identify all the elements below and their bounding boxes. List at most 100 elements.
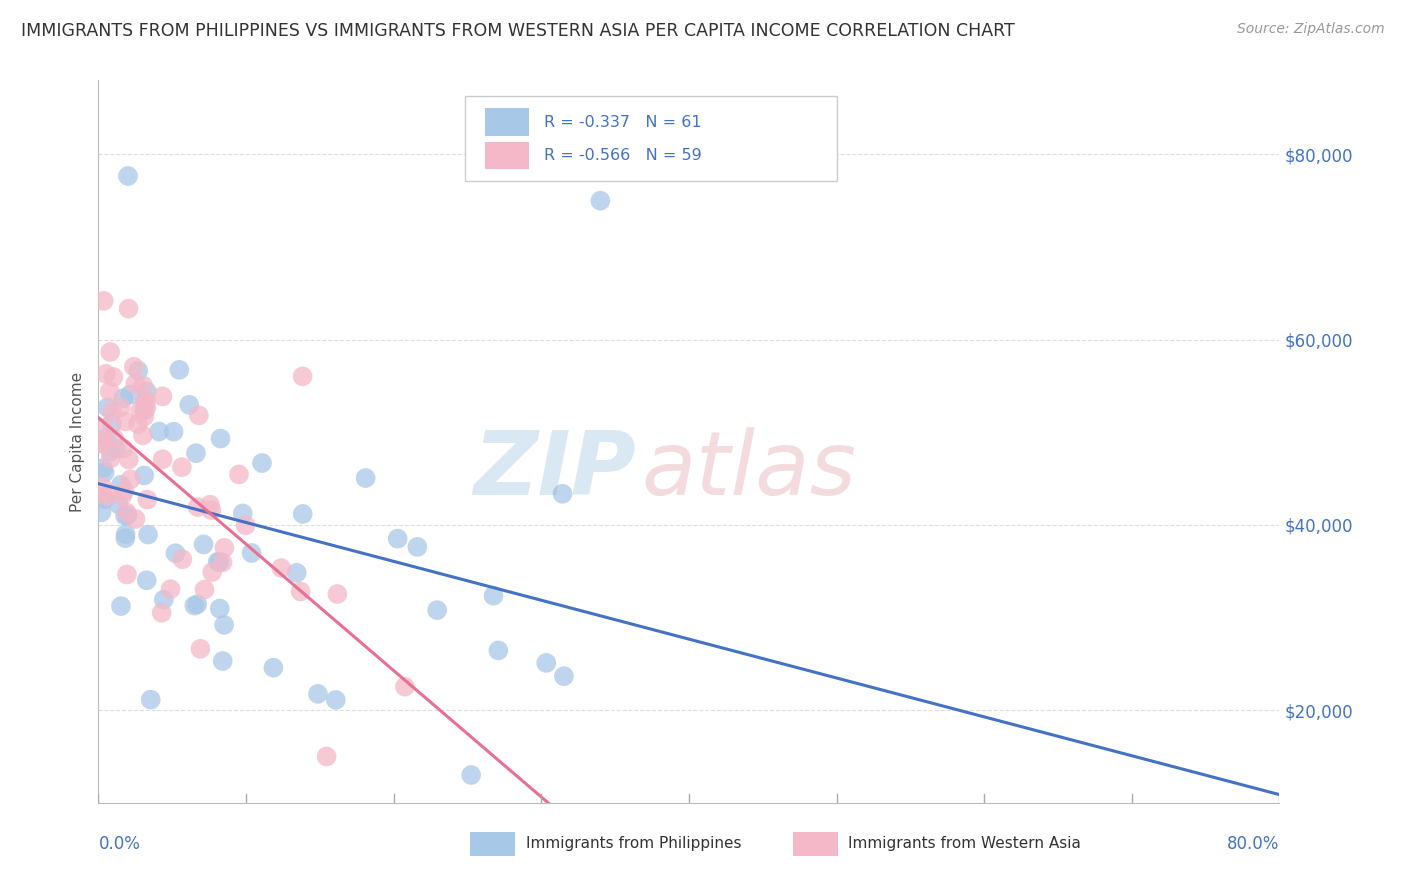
Point — [291, 369, 314, 384]
Point — [165, 546, 187, 560]
Point — [186, 597, 208, 611]
Text: Immigrants from Philippines: Immigrants from Philippines — [526, 837, 741, 852]
Point — [91, 487, 114, 501]
Point — [162, 425, 184, 439]
Point — [97, 489, 120, 503]
Point — [198, 498, 221, 512]
Point — [124, 512, 146, 526]
Point — [114, 531, 136, 545]
Point — [115, 567, 138, 582]
Text: IMMIGRANTS FROM PHILIPPINES VS IMMIGRANTS FROM WESTERN ASIA PER CAPITA INCOME CO: IMMIGRANTS FROM PHILIPPINES VS IMMIGRANT… — [21, 22, 1015, 40]
Point — [124, 376, 146, 391]
Text: Source: ZipAtlas.com: Source: ZipAtlas.com — [1237, 22, 1385, 37]
Point — [132, 428, 155, 442]
Point — [122, 359, 145, 374]
Point — [148, 425, 170, 439]
Point — [190, 641, 212, 656]
Point — [235, 518, 257, 533]
Text: 80.0%: 80.0% — [1227, 835, 1279, 854]
Point — [98, 384, 121, 399]
Point — [114, 508, 136, 523]
Point — [426, 603, 449, 617]
Point — [211, 555, 233, 569]
Point — [486, 643, 509, 657]
Point — [91, 461, 114, 475]
Point — [209, 432, 232, 446]
Point — [307, 687, 329, 701]
Point — [96, 431, 118, 445]
Point — [114, 414, 136, 428]
Point — [214, 541, 236, 555]
Point — [228, 467, 250, 482]
Point — [107, 497, 129, 511]
Point — [112, 483, 135, 498]
Point — [200, 503, 222, 517]
Point — [150, 606, 173, 620]
Point — [93, 293, 115, 308]
Point — [120, 387, 142, 401]
Point — [90, 505, 112, 519]
Point — [394, 680, 416, 694]
Point — [100, 451, 122, 466]
Point — [139, 692, 162, 706]
Point — [553, 669, 575, 683]
Point — [110, 477, 132, 491]
FancyBboxPatch shape — [464, 96, 837, 181]
Point — [93, 466, 115, 480]
Point — [232, 507, 254, 521]
Point — [290, 584, 312, 599]
Point — [212, 618, 235, 632]
Point — [104, 441, 127, 455]
Point — [135, 393, 157, 408]
Point — [134, 468, 156, 483]
Point — [117, 508, 139, 523]
Point — [536, 656, 558, 670]
Point — [115, 506, 138, 520]
Point — [96, 401, 118, 415]
Point — [94, 367, 117, 381]
Point — [117, 169, 139, 183]
FancyBboxPatch shape — [485, 109, 530, 136]
Point — [193, 582, 215, 597]
Text: Immigrants from Western Asia: Immigrants from Western Asia — [848, 837, 1081, 852]
Point — [153, 592, 176, 607]
Point — [406, 540, 429, 554]
Point — [187, 500, 209, 514]
Point — [91, 436, 114, 450]
Point — [262, 661, 284, 675]
Text: R = -0.566   N = 59: R = -0.566 N = 59 — [544, 148, 702, 163]
Point — [285, 566, 308, 580]
Point — [129, 404, 152, 418]
Point — [187, 409, 209, 423]
Point — [132, 378, 155, 392]
Point — [91, 480, 114, 494]
Point — [354, 471, 377, 485]
Point — [326, 587, 349, 601]
FancyBboxPatch shape — [485, 142, 530, 169]
Point — [387, 532, 409, 546]
Point — [111, 489, 134, 503]
Point — [315, 749, 337, 764]
Point — [101, 417, 124, 431]
Point — [211, 654, 233, 668]
Point — [325, 693, 347, 707]
Point — [169, 363, 191, 377]
Point — [208, 555, 231, 569]
Point — [93, 492, 115, 507]
Point — [134, 409, 156, 424]
Point — [100, 444, 122, 458]
Point — [179, 398, 201, 412]
Point — [114, 527, 136, 541]
Point — [134, 395, 156, 409]
Point — [103, 370, 125, 384]
FancyBboxPatch shape — [471, 832, 516, 855]
Point — [183, 599, 205, 613]
Point — [127, 364, 149, 378]
Point — [136, 527, 159, 541]
Point — [112, 391, 135, 405]
Point — [159, 582, 181, 596]
Point — [118, 452, 141, 467]
Point — [460, 768, 482, 782]
Point — [101, 405, 124, 419]
Point — [551, 487, 574, 501]
